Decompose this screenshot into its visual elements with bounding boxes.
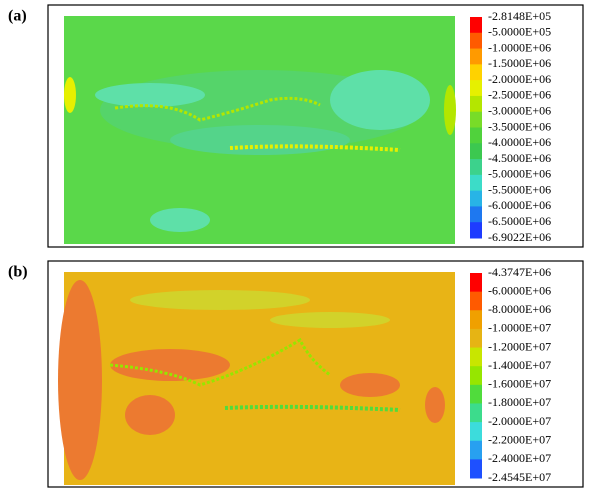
colorbar-label: -3.5000E+06 [488,119,551,133]
colorbar-label: -6.0000E+06 [488,283,551,297]
colorbar-label: -5.5000E+06 [488,182,551,196]
colorbar-label: -6.0000E+06 [488,198,551,212]
colorbar-label: -2.8148E+05 [488,9,551,23]
colorbar-label: -1.0000E+06 [488,40,551,54]
panel-label: (b) [8,264,28,281]
colorbar-band [470,459,482,479]
colorbar-label: -2.5000E+06 [488,88,551,102]
colorbar-label: -2.2000E+07 [488,432,551,446]
colorbar-band [470,159,482,176]
colorbar-band [470,347,482,367]
colorbar-label: -2.4545E+07 [488,470,551,484]
colorbar-label: -1.5000E+06 [488,56,551,70]
colorbar-band [470,48,482,65]
colorbar-label: -3.0000E+06 [488,103,551,117]
contour-plot [58,272,455,485]
colorbar-band [470,440,482,460]
colorbar-label: -4.5000E+06 [488,151,551,165]
colorbar-band [470,80,482,97]
colorbar-label: -2.0000E+07 [488,414,551,428]
colorbar-band [470,17,482,34]
colorbar-band [470,32,482,50]
contour-plot [64,16,456,244]
colorbar-label: -1.6000E+07 [488,377,551,391]
colorbar-band [470,127,482,144]
colorbar-label: -1.0000E+07 [488,321,551,335]
colorbar-label: -4.0000E+06 [488,135,551,149]
colorbar-band [470,310,482,330]
colorbar-band [470,95,482,113]
colorbar-band [470,291,482,311]
colorbar-label: -8.0000E+06 [488,302,551,316]
colorbar-label: -2.4000E+07 [488,451,551,465]
colorbar-band [470,366,482,386]
colorbar-band [470,403,482,423]
colorbar-band [470,190,482,207]
colorbar-band [470,143,482,160]
colorbar-label: -1.8000E+07 [488,395,551,409]
colorbar-band [470,174,482,192]
colorbar-label: -5.0000E+05 [488,25,551,39]
colorbar-band [470,384,482,404]
colorbar-label: -6.5000E+06 [488,214,551,228]
colorbar-band [470,328,482,349]
colorbar-label: -2.0000E+06 [488,72,551,86]
colorbar-band [470,206,482,223]
colorbar-label: -5.0000E+06 [488,167,551,181]
colorbar-label: -6.9022E+06 [488,230,551,244]
colorbar-label: -1.4000E+07 [488,358,551,372]
colorbar-label: -4.3747E+06 [488,265,551,279]
colorbar-label: -1.2000E+07 [488,339,551,353]
colorbar-band [470,273,482,293]
colorbar-band [470,222,482,239]
panel-label: (a) [8,8,27,25]
colorbar-band [470,64,482,81]
colorbar-band [470,422,482,442]
colorbar-band [470,111,482,128]
